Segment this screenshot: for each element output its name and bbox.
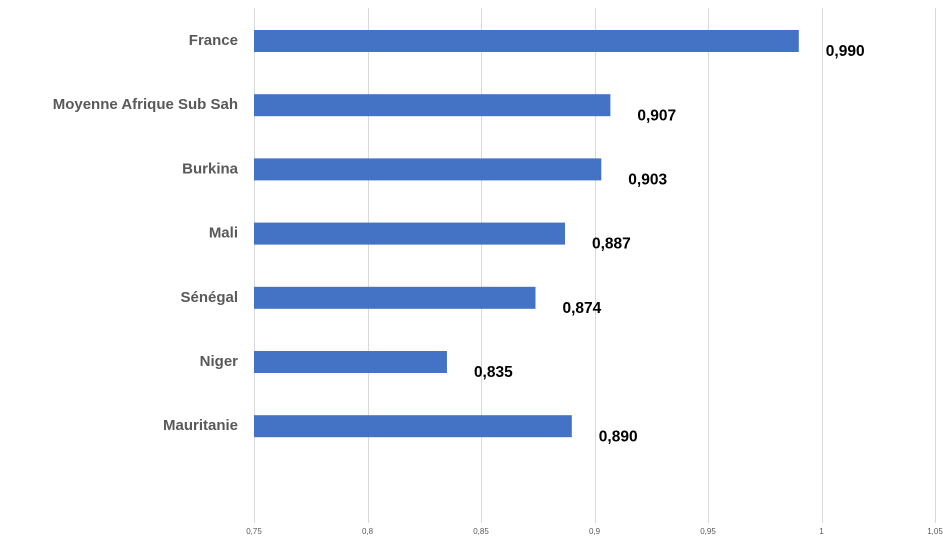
value-label: 0,835: [474, 364, 513, 381]
category-label: Mali: [209, 225, 238, 242]
value-label: 0,990: [826, 43, 865, 60]
value-label: 0,874: [562, 300, 601, 317]
value-label: 0,903: [628, 171, 667, 188]
x-tick-label: 0,75: [246, 527, 262, 536]
value-label: 0,890: [599, 428, 638, 445]
value-labels: 0,990 0,907 0,903 0,887 0,874 0,835 0,890: [474, 43, 865, 445]
x-tick-label: 1,05: [927, 527, 943, 536]
bar: [254, 158, 602, 181]
category-label: Sénégal: [180, 289, 238, 306]
category-label: Moyenne Afrique Sub Sah: [53, 96, 238, 113]
category-labels: France Moyenne Afrique Sub Sah Burkina Mali…: [53, 32, 239, 434]
x-tick-label: 0,9: [589, 527, 601, 536]
bar: [254, 351, 447, 373]
bar: [254, 286, 536, 309]
category-label: France: [189, 32, 238, 49]
value-label: 0,907: [637, 107, 676, 124]
x-tick-label: 0,95: [700, 527, 716, 536]
category-label: Mauritanie: [163, 417, 238, 434]
x-axis-tick-labels: 0,75 0,8 0,85 0,9 0,95 1 1,05: [246, 527, 943, 536]
x-tick-label: 0,8: [362, 527, 374, 536]
bar: [254, 222, 565, 245]
x-tick-label: 1: [819, 527, 824, 536]
value-label: 0,887: [592, 236, 631, 253]
category-label: Burkina: [182, 160, 239, 177]
bar: [254, 94, 611, 117]
x-tick-label: 0,85: [473, 527, 489, 536]
bars: [254, 30, 799, 438]
bar: [254, 415, 572, 438]
gridlines: [254, 8, 936, 523]
category-label: Niger: [200, 353, 239, 370]
bar: [254, 30, 799, 52]
